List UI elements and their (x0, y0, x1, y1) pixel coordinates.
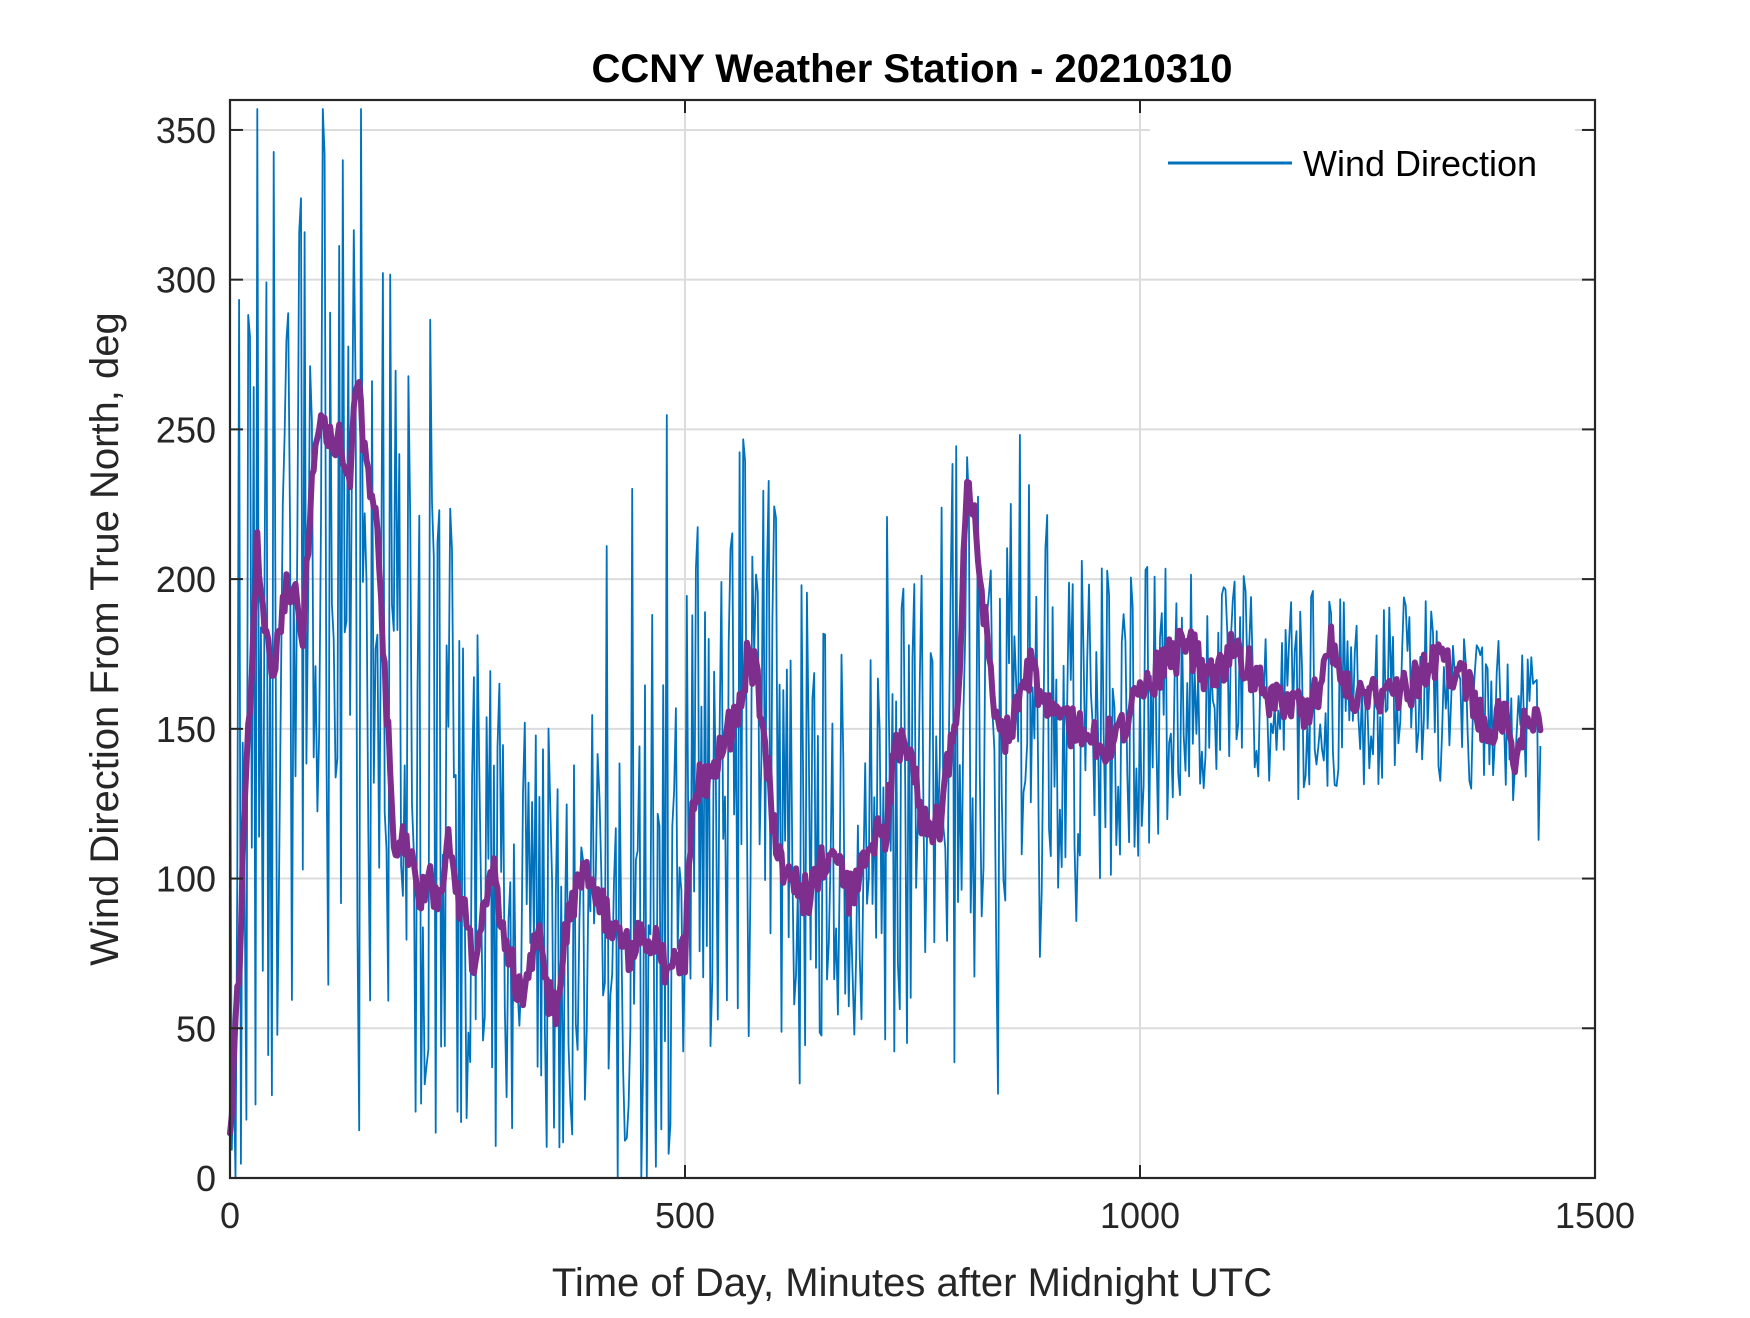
y-tick-label: 50 (176, 1008, 216, 1049)
y-tick-label: 200 (156, 559, 216, 600)
data-series (227, 108, 1544, 1179)
ticks: 0 50 100 150 200 250 300 350 0 500 1000 1500 (156, 100, 1635, 1236)
axes-box (228, 98, 1597, 1180)
x-tick-label: 500 (655, 1195, 715, 1236)
y-tick-label: 150 (156, 709, 216, 750)
x-axis-label: Time of Day, Minutes after Midnight UTC (552, 1261, 1272, 1305)
y-tick-label: 250 (156, 409, 216, 450)
x-tick-label: 0 (220, 1195, 240, 1236)
y-tick-label: 300 (156, 260, 216, 301)
y-tick-label: 0 (196, 1158, 216, 1199)
y-tick-label: 100 (156, 859, 216, 900)
legend-label-wind-direction: Wind Direction (1303, 143, 1537, 184)
series-smoothed-line (227, 379, 1544, 1137)
y-tick-label: 350 (156, 110, 216, 151)
x-tick-label: 1500 (1555, 1195, 1635, 1236)
legend: Wind Direction (1150, 128, 1575, 198)
chart-title: CCNY Weather Station - 20210310 (592, 47, 1233, 91)
y-axis-label: Wind Direction From True North, deg (83, 312, 127, 966)
x-tick-label: 1000 (1100, 1195, 1180, 1236)
series-wind-direction-line (229, 108, 1542, 1179)
